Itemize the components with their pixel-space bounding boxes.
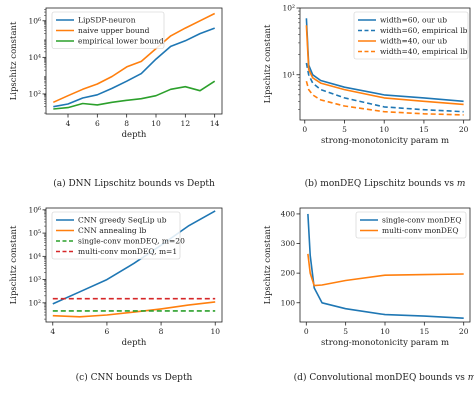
series-line-1 (305, 18, 464, 103)
legend-label: single-conv monDEQ, m=20 (78, 237, 185, 246)
y-tick-label: 10⁶ (28, 16, 41, 25)
legend-label: multi-conv monDEQ, m=1 (78, 247, 177, 256)
x-tick-label: 0 (302, 125, 307, 134)
x-tick-label: 8 (124, 119, 129, 128)
chart-panel-4: 100 200 300 400 0 5 10 15 20 strong-monotonicity … (263, 207, 474, 383)
x-tick-label: 12 (181, 119, 191, 128)
series-line-4 (305, 80, 464, 116)
legend-box (51, 211, 181, 260)
legend-label: CNN greedy SeqLip ub (78, 216, 167, 225)
legend-label: width=40, empirical lb (380, 47, 468, 56)
series-line-3 (305, 25, 464, 106)
y-axis-label: Lipschitz constant (263, 24, 273, 103)
panel-caption: (c) CNN bounds vs Depth (76, 372, 193, 383)
y-tick-label: 10⁴ (28, 252, 41, 261)
y-tick-label: 10¹ (282, 70, 295, 79)
legend-label: width=60, empirical lb (380, 26, 468, 35)
series-line-2 (305, 62, 464, 113)
x-tick-label: 6 (105, 327, 110, 336)
series-line-3 (53, 80, 216, 110)
plot-frame (45, 207, 223, 323)
x-tick-label: 5 (342, 125, 347, 134)
x-axis-label: strong-monotonicity param m (321, 136, 449, 146)
x-tick-label: 10 (210, 327, 220, 336)
legend-label: width=40, our ub (380, 37, 447, 46)
x-tick-label: 0 (304, 327, 309, 336)
y-tick-label: 400 (281, 210, 296, 219)
plot-frame (299, 7, 471, 121)
legend-label: LipSDP-neuron (78, 16, 136, 25)
x-tick-label: 20 (459, 125, 469, 134)
x-axis-label: strong-monotonicity param m (321, 338, 449, 348)
series-line-1 (53, 27, 215, 108)
chart-panel-1: 10² 10⁴ 10⁶ 4 6 8 10 12 14 depth Lipschitz constan… (9, 7, 223, 189)
y-tick-label: 10⁵ (28, 229, 41, 238)
chart-panel-3: 10² 10³ 10⁴ 10⁵ 10⁶ 4 6 8 10 depth Lipschitz const… (9, 205, 223, 383)
x-tick-label: 20 (459, 327, 469, 336)
series-line-2 (52, 12, 216, 104)
panel-caption: (b) monDEQ Lipschitz bounds vs m (305, 178, 466, 189)
series-line-2 (307, 253, 464, 287)
legend-box (51, 11, 165, 49)
x-tick-label: 15 (419, 125, 429, 134)
y-tick-label: 10² (28, 90, 41, 99)
panel-caption: (a) DNN Lipschitz bounds vs Depth (53, 178, 215, 189)
x-axis-label: depth (122, 130, 147, 140)
legend-label: multi-conv monDEQ (382, 226, 459, 235)
y-tick-label: 10² (28, 298, 41, 307)
y-tick-label: 10⁴ (28, 53, 41, 62)
x-tick-label: 6 (95, 119, 100, 128)
x-tick-label: 15 (420, 327, 430, 336)
x-tick-label: 10 (379, 125, 389, 134)
series-line-1 (52, 210, 216, 305)
legend-label: empirical lower bound (78, 37, 164, 46)
x-tick-label: 10 (151, 119, 161, 128)
y-tick-label: 200 (281, 269, 296, 278)
panel-caption: (d) Convolutional monDEQ bounds vs m (294, 372, 474, 383)
x-axis-label: depth (122, 338, 147, 348)
chart-panel-2: 10¹ 10² 0 5 10 15 20 strong-monotonicity param … (263, 4, 471, 189)
x-tick-label: 4 (66, 119, 71, 128)
y-axis-label: Lipschitz constant (9, 21, 19, 100)
legend-label: width=60, our ub (380, 16, 447, 25)
x-tick-label: 14 (210, 119, 220, 128)
plot-frame (45, 7, 223, 115)
y-tick-label: 10³ (28, 275, 41, 284)
legend-label: CNN annealing lb (78, 226, 147, 235)
y-tick-label: 10² (282, 4, 295, 13)
plot-frame (299, 207, 471, 323)
x-tick-label: 10 (380, 327, 390, 336)
legend-label: naive upper bound (78, 26, 150, 35)
x-tick-label: 5 (343, 327, 348, 336)
y-axis-label: Lipschitz constant (263, 225, 273, 304)
series-line-1 (307, 213, 464, 319)
y-axis-label: Lipschitz constant (9, 225, 19, 304)
y-tick-label: 10⁶ (28, 205, 41, 214)
legend-label: single-conv monDEQ (382, 216, 462, 225)
x-tick-label: 8 (159, 327, 164, 336)
legend-box (353, 11, 469, 60)
x-tick-label: 4 (50, 327, 55, 336)
legend-box (355, 211, 467, 239)
series-line-2 (52, 301, 216, 318)
y-tick-label: 100 (281, 298, 296, 307)
y-tick-label: 300 (281, 239, 296, 248)
